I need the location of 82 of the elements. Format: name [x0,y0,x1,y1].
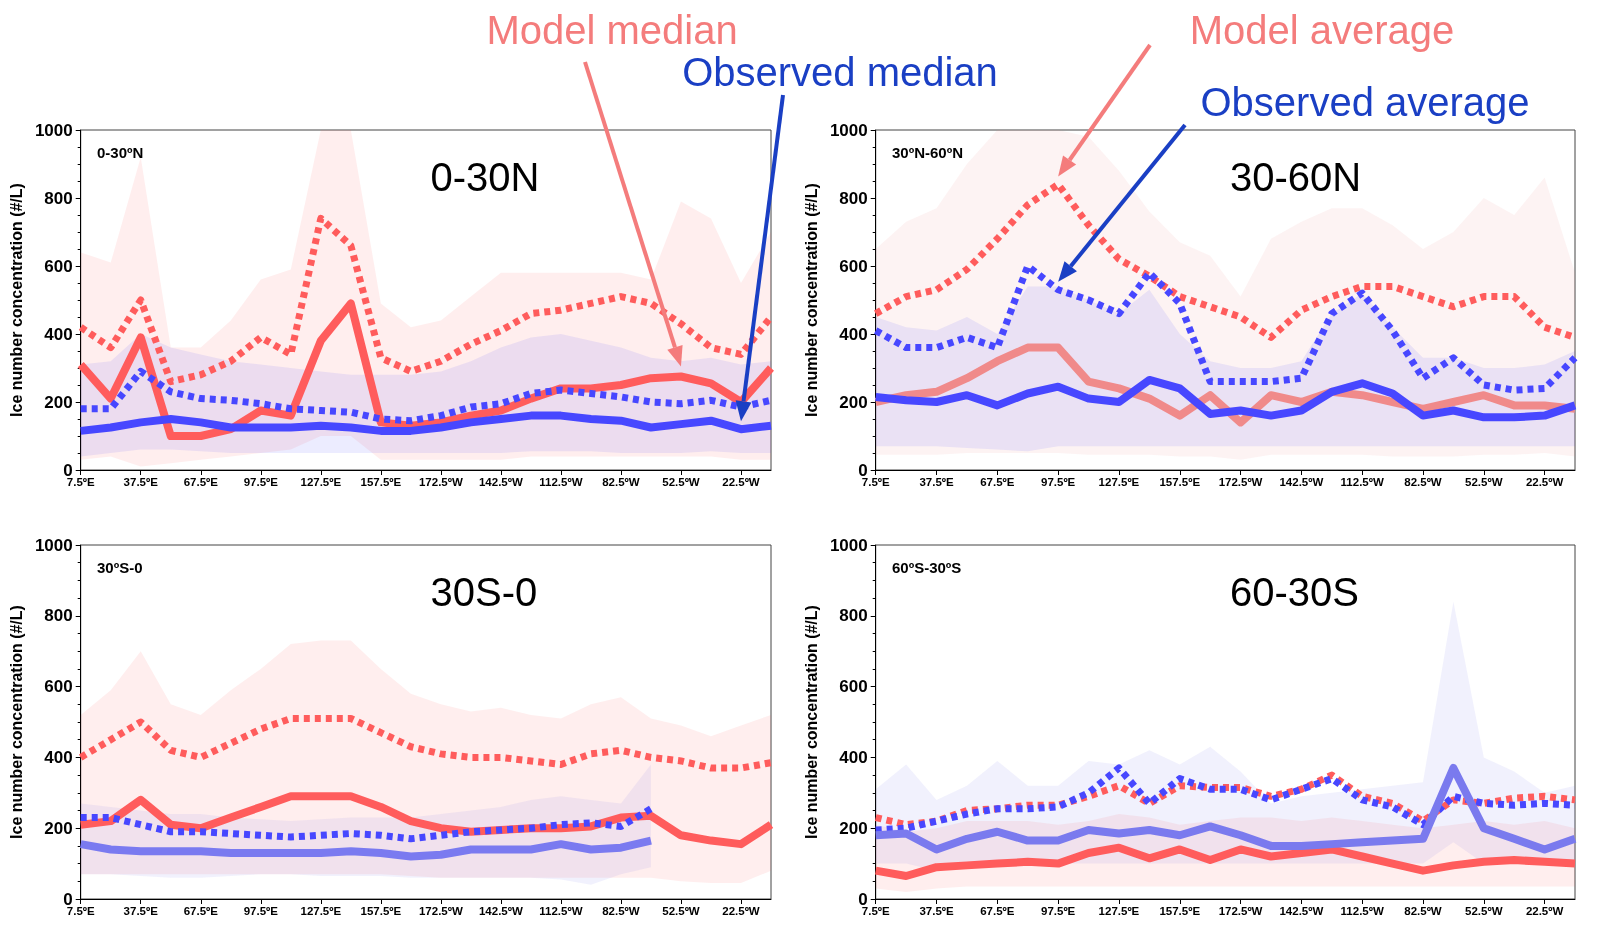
x-tick-label: 142.5ºW [1279,476,1324,488]
x-tick-label: 127.5ºE [1098,905,1140,917]
x-tick-label: 142.5ºW [478,905,523,917]
x-tick-label: 157.5ºE [1159,905,1201,917]
x-tick-label: 127.5ºE [300,476,342,488]
x-tick-label: 22.5ºW [722,476,760,488]
y-tick-label: 200 [839,392,868,412]
y-tick-label: 800 [44,188,73,208]
y-tick-label: 600 [44,256,73,276]
y-tick-label: 400 [839,324,868,344]
x-tick-label: 97.5ºE [243,905,279,917]
y-tick-label: 1000 [829,120,868,140]
x-tick-label: 37.5ºE [123,905,159,917]
x-tick-label: 52.5ºW [1465,476,1503,488]
x-tick-label: 112.5ºW [1340,905,1384,917]
x-tick-label: 7.5ºE [861,476,890,488]
text: 30ºN-60ºN [892,144,963,161]
x-tick-label: 157.5ºE [360,476,402,488]
text: Observed average [1200,79,1530,125]
y-tick-label: 200 [44,392,73,412]
x-tick-label: 37.5ºE [123,476,159,488]
x-tick-label: 7.5ºE [66,905,95,917]
text: 0-30ºN [97,144,144,161]
x-tick-label: 82.5ºW [1404,476,1442,488]
y-tick-label: 600 [839,677,868,697]
x-tick-label: 127.5ºE [1098,476,1140,488]
y-tick-label: 200 [44,818,73,838]
y-axis-title: Ice number concentration (#/L) [802,183,820,417]
y-tick-label: 400 [839,747,868,767]
y-axis-title: Ice number concentration (#/L) [7,183,25,417]
x-tick-label: 52.5ºW [1465,905,1503,917]
y-tick-label: 600 [44,677,73,697]
x-tick-label: 67.5ºE [183,905,219,917]
x-tick-label: 52.5ºW [662,476,700,488]
y-axis-title: Ice number concentration (#/L) [7,605,25,839]
y-tick-label: 800 [839,188,868,208]
x-tick-label: 22.5ºW [1525,905,1564,917]
x-tick-label: 112.5ºW [1340,476,1384,488]
x-tick-label: 52.5ºW [662,905,700,917]
x-tick-label: 142.5ºW [478,476,523,488]
x-tick-label: 82.5ºW [1404,905,1442,917]
x-tick-label: 157.5ºE [1159,476,1201,488]
x-tick-label: 7.5ºE [66,476,95,488]
x-tick-label: 97.5ºE [1041,476,1076,488]
text: 30S-0 [430,570,538,614]
y-tick-label: 800 [839,606,868,626]
x-tick-label: 7.5ºE [861,905,890,917]
x-tick-label: 67.5ºE [980,905,1015,917]
x-tick-label: 22.5ºW [722,905,760,917]
text: Model average [1189,7,1455,53]
x-tick-label: 37.5ºE [919,905,954,917]
x-tick-label: 112.5ºW [539,905,583,917]
y-axis-title: Ice number concentration (#/L) [802,605,820,839]
y-tick-label: 600 [839,256,868,276]
text: 30-60N [1230,155,1362,199]
x-tick-label: 67.5ºE [980,476,1015,488]
y-tick-label: 400 [44,324,73,344]
text: 0-30N [430,155,540,199]
y-tick-label: 1000 [829,535,868,555]
y-tick-label: 1000 [34,535,73,555]
x-tick-label: 82.5ºW [602,905,640,917]
x-tick-label: 67.5ºE [183,476,219,488]
x-tick-label: 112.5ºW [539,476,583,488]
x-tick-label: 157.5ºE [360,905,402,917]
x-tick-label: 172.5ºW [1218,476,1263,488]
x-tick-label: 37.5ºE [919,476,954,488]
x-tick-label: 82.5ºW [602,476,640,488]
y-tick-label: 800 [44,606,73,626]
x-tick-label: 97.5ºE [243,476,279,488]
text: 30ºS-0 [97,559,143,576]
y-tick-label: 200 [839,818,868,838]
x-tick-label: 97.5ºE [1041,905,1076,917]
x-tick-label: 172.5ºW [418,476,463,488]
x-tick-label: 172.5ºW [1218,905,1263,917]
text: 60ºS-30ºS [892,559,962,576]
x-tick-label: 22.5ºW [1525,476,1564,488]
text: 60-30S [1230,570,1359,614]
x-tick-label: 172.5ºW [418,905,463,917]
y-tick-label: 400 [44,747,73,767]
x-tick-label: 142.5ºW [1279,905,1324,917]
x-tick-label: 127.5ºE [300,905,342,917]
y-tick-label: 1000 [34,120,73,140]
